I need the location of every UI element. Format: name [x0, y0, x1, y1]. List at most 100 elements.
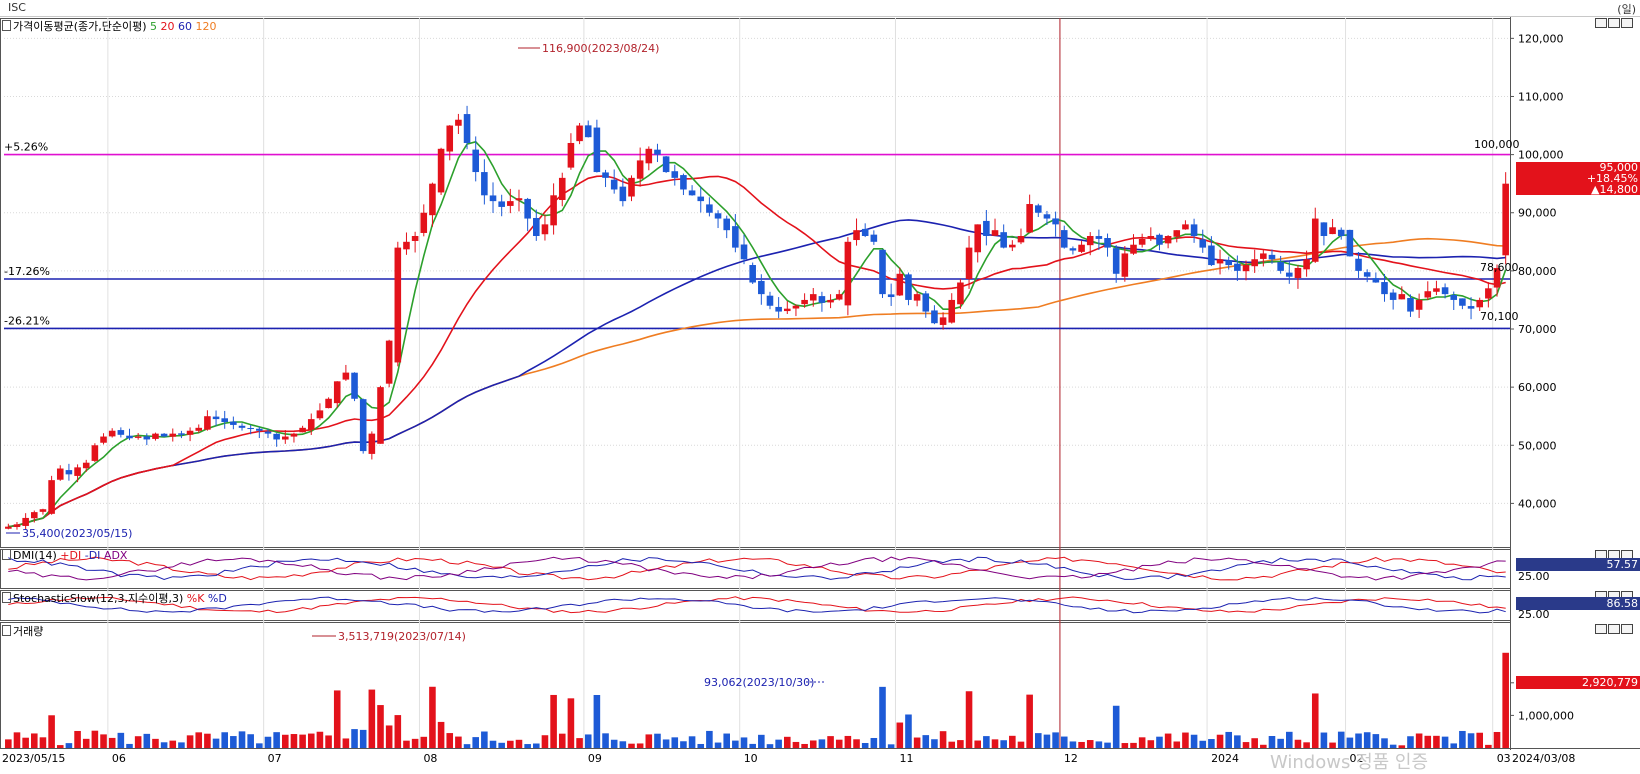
- volume-bar: [429, 686, 436, 748]
- close-icon[interactable]: [1621, 18, 1633, 28]
- close-icon[interactable]: [1621, 624, 1633, 634]
- volume-bar: [1009, 735, 1016, 748]
- minimize-icon[interactable]: [1595, 624, 1607, 634]
- candle-body: [697, 196, 705, 202]
- volume-panel-controls[interactable]: [1594, 624, 1636, 635]
- x-tick-label: 08: [423, 752, 437, 765]
- volume-bar: [1337, 731, 1345, 748]
- candle-body: [325, 398, 332, 409]
- volume-bar: [1502, 652, 1509, 748]
- price-panel-controls[interactable]: [1594, 18, 1636, 29]
- candle-body: [1407, 297, 1414, 312]
- volume-bar: [1407, 736, 1414, 748]
- volume-bar: [160, 742, 168, 748]
- volume-bar: [1234, 735, 1241, 748]
- chart-settings-icon[interactable]: [2, 20, 11, 31]
- volume-bar: [1329, 742, 1336, 748]
- candle-body: [169, 433, 177, 437]
- volume-bar: [481, 731, 488, 748]
- volume-bar: [853, 739, 860, 748]
- candle-body: [1199, 239, 1207, 248]
- volume-bar: [758, 734, 765, 748]
- volume-bar: [1277, 738, 1284, 748]
- candle-body: [100, 436, 107, 443]
- dmi-settings-icon[interactable]: [2, 549, 11, 560]
- ma-line-20: [8, 175, 1506, 528]
- price-panel-frame: [0, 18, 1511, 548]
- candle-body: [654, 149, 661, 155]
- volume-bar: [143, 733, 151, 748]
- volume-indicator-label[interactable]: 거래량: [2, 623, 43, 639]
- volume-bar: [645, 734, 653, 748]
- volume-bar: [100, 734, 107, 748]
- price-indicator-label[interactable]: 가격이동평균(종가,단순이평) 5 20 60 120: [2, 18, 217, 34]
- stoch-k-line: [8, 596, 1506, 614]
- volume-bar: [1363, 732, 1371, 748]
- volume-bar: [290, 734, 298, 748]
- volume-bar: [1104, 742, 1111, 748]
- candle-body: [420, 212, 428, 233]
- candle-body: [1000, 232, 1007, 248]
- volume-bar: [593, 694, 601, 748]
- maximize-icon[interactable]: [1608, 624, 1620, 634]
- candle-body: [1104, 238, 1111, 248]
- volume-bar: [1381, 738, 1388, 748]
- stoch-value-box: 86.58: [1516, 597, 1640, 610]
- volume-bar: [31, 733, 38, 748]
- candle-body: [117, 430, 125, 435]
- volume-bar: [870, 737, 878, 748]
- candle-body: [1164, 235, 1172, 244]
- tag-70100: 70,100: [1480, 310, 1519, 323]
- volume-bar: [1156, 736, 1163, 748]
- candle-body: [1346, 229, 1354, 257]
- volume-bar: [1389, 744, 1397, 748]
- candle-body: [333, 381, 341, 404]
- candle-body: [1078, 244, 1085, 252]
- volume-bar: [212, 738, 220, 748]
- volume-bar: [178, 742, 185, 748]
- volume-bar: [333, 690, 341, 748]
- volume-bar: [965, 691, 973, 748]
- volume-bar: [126, 743, 133, 748]
- dmi-indicator-label[interactable]: DMI(14) +DI -DI ADX: [2, 549, 127, 562]
- volume-bar: [1138, 737, 1146, 748]
- candle-body: [861, 228, 869, 236]
- volume-bar: [1459, 730, 1466, 748]
- x-tick-label: 06: [112, 752, 126, 765]
- candle-body: [550, 195, 557, 226]
- candle-body: [1415, 299, 1423, 310]
- volume-bar: [1164, 733, 1172, 748]
- candle-body: [256, 428, 263, 431]
- candle-body: [784, 308, 791, 312]
- stoch-settings-icon[interactable]: [2, 592, 11, 603]
- candle-body: [1216, 259, 1224, 264]
- volume-bar: [420, 736, 428, 748]
- period-unit-label[interactable]: (일): [1617, 3, 1636, 16]
- candle-body: [1355, 258, 1362, 271]
- candle-body: [870, 234, 878, 242]
- volume-bar: [152, 738, 159, 748]
- candle-body: [931, 310, 938, 324]
- candle-body: [662, 156, 670, 173]
- volume-bar: [507, 740, 514, 748]
- volume-value-box: 2,920,779: [1516, 676, 1640, 689]
- minimize-icon[interactable]: [1595, 18, 1607, 28]
- candle-body: [134, 436, 142, 438]
- volume-bar: [835, 739, 843, 748]
- volume-bar: [688, 736, 696, 748]
- volume-bar: [844, 735, 852, 748]
- candle-body: [238, 425, 246, 428]
- volume-bar: [766, 744, 774, 748]
- maximize-icon[interactable]: [1608, 18, 1620, 28]
- candle-body: [1234, 263, 1241, 271]
- volume-settings-icon[interactable]: [2, 625, 11, 636]
- volume-bar: [515, 739, 523, 748]
- candle-body: [1026, 204, 1033, 233]
- volume-bar: [108, 737, 116, 748]
- candle-body: [13, 524, 21, 528]
- candle-body: [1476, 299, 1483, 308]
- stoch-indicator-label[interactable]: StochasticSlow(12,3,지수이평,3) %K %D: [2, 590, 227, 606]
- volume-bar: [662, 739, 670, 748]
- volume-high-annotation: 3,513,719(2023/07/14): [338, 630, 466, 643]
- volume-bar: [550, 694, 557, 748]
